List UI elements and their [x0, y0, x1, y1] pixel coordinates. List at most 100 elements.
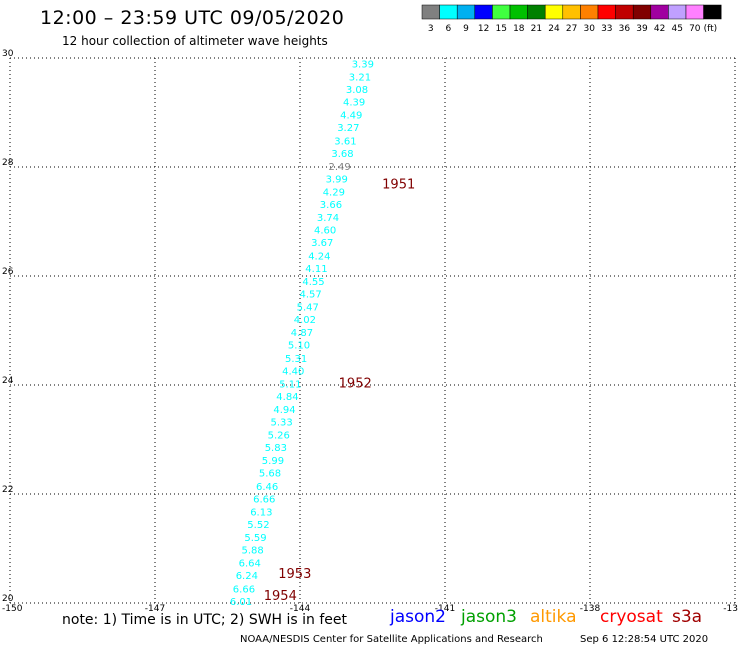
footer-note: note: 1) Time is in UTC; 2) SWH is in fe…: [62, 612, 348, 628]
wave-height-label: 5.99: [262, 456, 284, 467]
time-label: 1953: [278, 567, 311, 582]
time-label: 1954: [264, 589, 297, 604]
x-tick-label: -13: [723, 604, 738, 614]
wave-height-label: 4.39: [343, 98, 365, 109]
y-tick-label: 24: [2, 376, 14, 386]
y-tick-label: 30: [2, 49, 14, 59]
wave-height-label: 5.11: [279, 379, 301, 390]
wave-height-label: 4.60: [314, 226, 336, 237]
legend-bin-label: 21: [531, 24, 542, 34]
y-tick-label: 28: [2, 158, 14, 168]
legend-swatch: [632, 4, 652, 20]
legend-bin-label: 9: [463, 24, 469, 34]
wave-height-label: 5.88: [242, 546, 264, 557]
legend-swatch: [685, 4, 704, 20]
legend-swatch: [474, 4, 493, 20]
x-tick-label: -147: [145, 604, 165, 614]
legend-bin-label: 24: [548, 24, 560, 34]
wave-height-label: 6.13: [250, 507, 272, 518]
wave-height-label: 3.67: [311, 238, 333, 249]
wave-height-label: 5.33: [271, 418, 293, 429]
y-tick-label: 20: [2, 594, 14, 604]
wave-height-label: 3.66: [320, 200, 342, 211]
wave-height-label: 5.68: [259, 469, 281, 480]
wave-height-label: 4.84: [276, 392, 298, 403]
wave-height-label: 3.21: [349, 73, 371, 84]
time-label: 1951: [382, 177, 415, 192]
legend-bin-label: 18: [513, 24, 525, 34]
legend-swatch: [597, 4, 616, 20]
satellite-jason2: jason2: [390, 607, 446, 627]
legend-swatch: [492, 4, 511, 20]
wave-height-label: 6.01: [230, 597, 252, 608]
legend-bin-label: 45: [671, 24, 682, 34]
satellite-s3a: s3a: [672, 607, 703, 627]
legend-bin-label: 15: [495, 24, 506, 34]
legend-swatch: [527, 4, 546, 20]
legend-swatch: [650, 4, 669, 20]
x-tick-label: -141: [435, 604, 455, 614]
wave-height-label: 5.52: [247, 520, 269, 531]
footer-credit: NOAA/NESDIS Center for Satellite Applica…: [240, 634, 543, 645]
wave-height-label: 3.68: [331, 149, 353, 160]
legend-swatch: [439, 4, 458, 20]
legend-bin-label: 33: [601, 24, 612, 34]
legend-bin-label: 39: [636, 24, 648, 34]
wave-height-label: 3.99: [326, 174, 348, 185]
wave-height-label: 4.24: [308, 251, 330, 262]
legend-swatch: [544, 4, 564, 20]
page-title: 12:00 – 23:59 UTC 09/05/2020: [40, 7, 345, 29]
satellite-cryosat: cryosat: [600, 607, 663, 627]
wave-height-label: 6.24: [236, 571, 258, 582]
legend-bin-label: 30: [583, 24, 595, 34]
legend-bin-label: 36: [619, 24, 631, 34]
wave-height-label: 5.47: [297, 303, 319, 314]
legend-bin-label: 27: [566, 24, 577, 34]
legend-swatch: [421, 4, 440, 20]
wave-height-label: 6.66: [253, 494, 275, 505]
satellite-jason3: jason3: [461, 607, 517, 627]
time-label: 1952: [339, 376, 372, 391]
wave-height-label: 3.61: [334, 136, 356, 147]
wave-height-label: 5.59: [244, 533, 266, 544]
legend-swatch: [703, 4, 722, 20]
wave-height-label: 6.46: [256, 482, 278, 493]
page-subtitle: 12 hour collection of altimeter wave hei…: [62, 34, 328, 48]
legend-swatch: [615, 4, 634, 20]
wave-height-label: 4.94: [273, 405, 295, 416]
wave-height-label: 5.26: [268, 431, 290, 442]
legend-swatch: [456, 4, 476, 20]
wave-height-label: 4.40: [282, 366, 304, 377]
legend-bin-label: 3: [428, 24, 434, 34]
legend-swatch: [668, 4, 687, 20]
x-tick-label: -138: [580, 604, 601, 614]
wave-height-label: 5.10: [288, 341, 310, 352]
wave-height-label: 2.49: [329, 162, 351, 173]
legend-swatch: [580, 4, 599, 20]
y-tick-label: 26: [2, 267, 14, 277]
legend-unit: (ft): [704, 24, 718, 34]
legend-bin-label: 42: [654, 24, 665, 34]
wave-height-label: 5.83: [265, 443, 287, 454]
satellite-altika: altika: [530, 607, 577, 627]
wave-height-label: 3.08: [346, 85, 368, 96]
wave-height-label: 4.02: [294, 315, 316, 326]
legend-bin-label: 12: [478, 24, 489, 34]
legend-swatch: [562, 4, 581, 20]
wave-height-label: 6.66: [233, 584, 255, 595]
legend-bin-label: 6: [446, 24, 452, 34]
wave-height-label: 3.39: [352, 59, 374, 70]
wave-height-label: 3.74: [317, 213, 339, 224]
legend-swatch: [509, 4, 528, 20]
x-tick-label: -150: [2, 604, 23, 614]
wave-height-label: 4.11: [305, 264, 327, 275]
wave-height-label: 4.29: [323, 188, 345, 199]
wave-height-label: 3.27: [337, 123, 359, 134]
wave-height-label: 4.57: [300, 289, 322, 300]
y-tick-label: 22: [2, 485, 13, 495]
wave-height-label: 4.55: [302, 277, 324, 288]
x-tick-label: -144: [290, 604, 311, 614]
wave-height-label: 6.64: [239, 559, 261, 570]
footer-timestamp: Sep 6 12:28:54 UTC 2020: [580, 634, 709, 645]
